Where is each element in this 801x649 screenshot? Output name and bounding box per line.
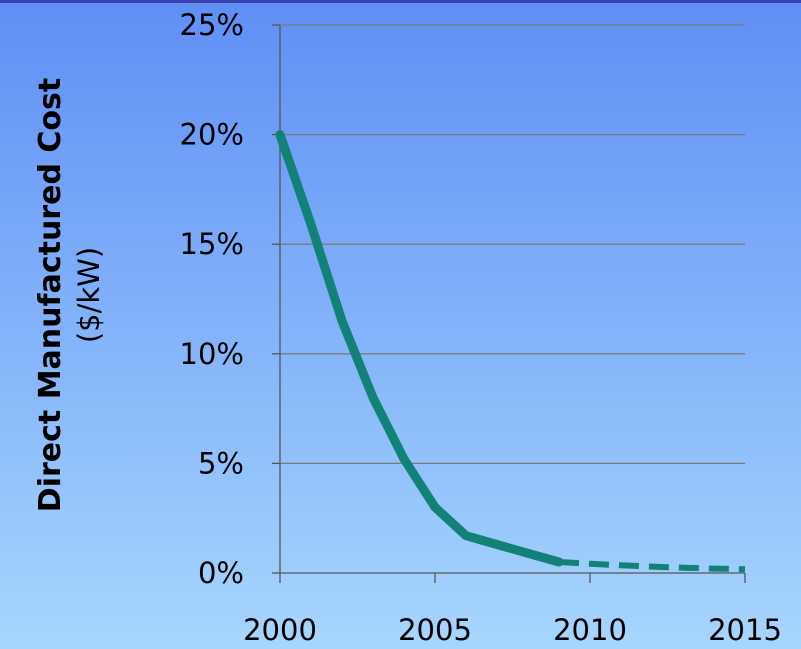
x-tick-label: 2000	[243, 613, 317, 647]
x-tick-label: 2010	[553, 613, 627, 647]
x-tick-label: 2015	[708, 613, 782, 647]
series-line-actual	[275, 130, 564, 567]
x-tick-label: 2005	[398, 613, 472, 647]
y-tick-label: 10%	[180, 337, 244, 371]
y-tick-label: 15%	[180, 227, 244, 261]
y-tick-label: 5%	[198, 446, 244, 480]
y-tick-label: 25%	[180, 8, 244, 42]
top-band	[0, 0, 801, 3]
y-tick-label: 20%	[180, 118, 244, 152]
y-tick-label: 0%	[198, 556, 244, 590]
series-line-projected	[558, 559, 746, 573]
